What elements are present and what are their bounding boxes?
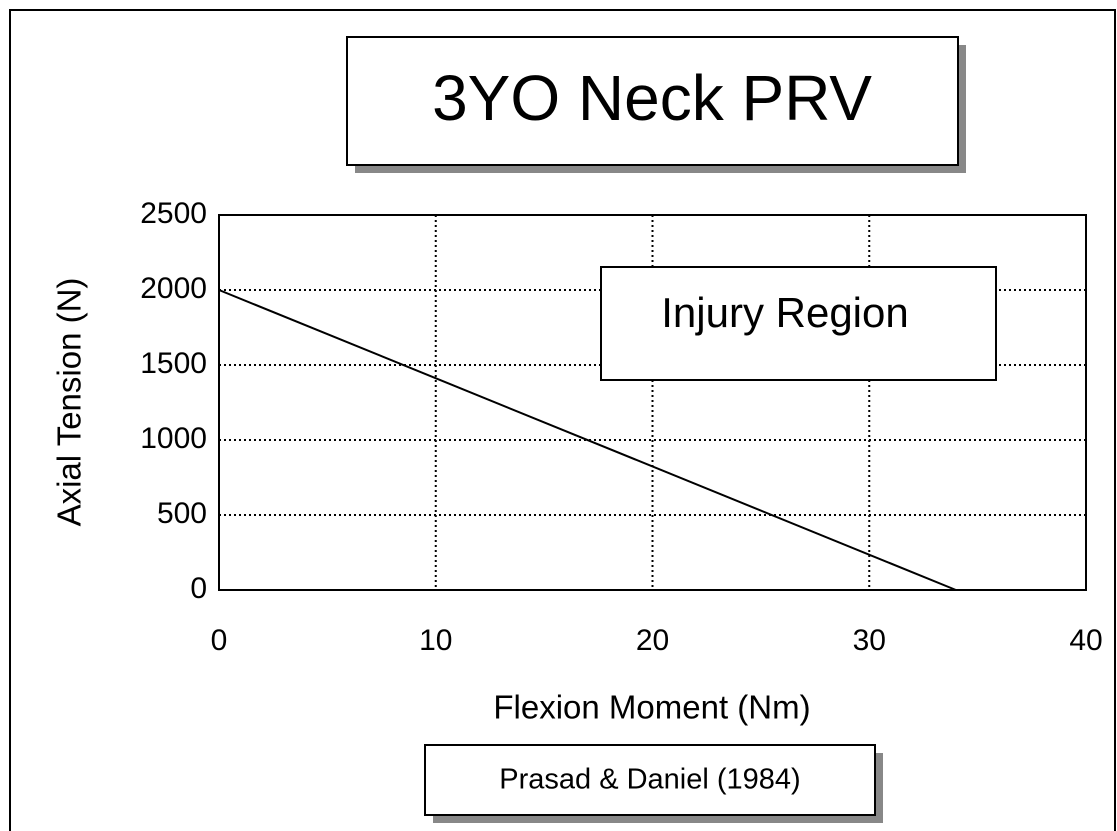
y-tick-label: 2500	[140, 197, 207, 230]
x-tick-label: 30	[853, 624, 886, 657]
source-note: Prasad & Daniel (1984)	[499, 764, 800, 796]
x-tick-label: 10	[419, 624, 452, 657]
y-tick-label: 1500	[140, 347, 207, 380]
x-tick-label: 0	[211, 624, 228, 657]
y-axis-label: Axial Tension (N)	[51, 278, 88, 527]
x-axis-label: Flexion Moment (Nm)	[493, 689, 810, 726]
title-box	[346, 36, 959, 166]
y-tick-label: 2000	[140, 272, 207, 305]
plot-frame	[218, 214, 1087, 591]
y-tick-label: 500	[157, 497, 207, 530]
x-tick-label: 40	[1069, 624, 1102, 657]
x-tick-label: 20	[636, 624, 669, 657]
plot-area: 0 500 1000 1500 2000 2500 0 10 20 30 40 Injury Regi…	[140, 197, 1102, 657]
annotation: Injury Region	[661, 289, 908, 336]
data-line	[218, 289, 957, 591]
y-tick-label: 1000	[140, 422, 207, 455]
chart-title: 3YO Neck PRV	[432, 62, 872, 134]
y-tick-label: 0	[190, 572, 207, 605]
source-box	[424, 744, 876, 816]
annotation-box	[600, 266, 997, 381]
